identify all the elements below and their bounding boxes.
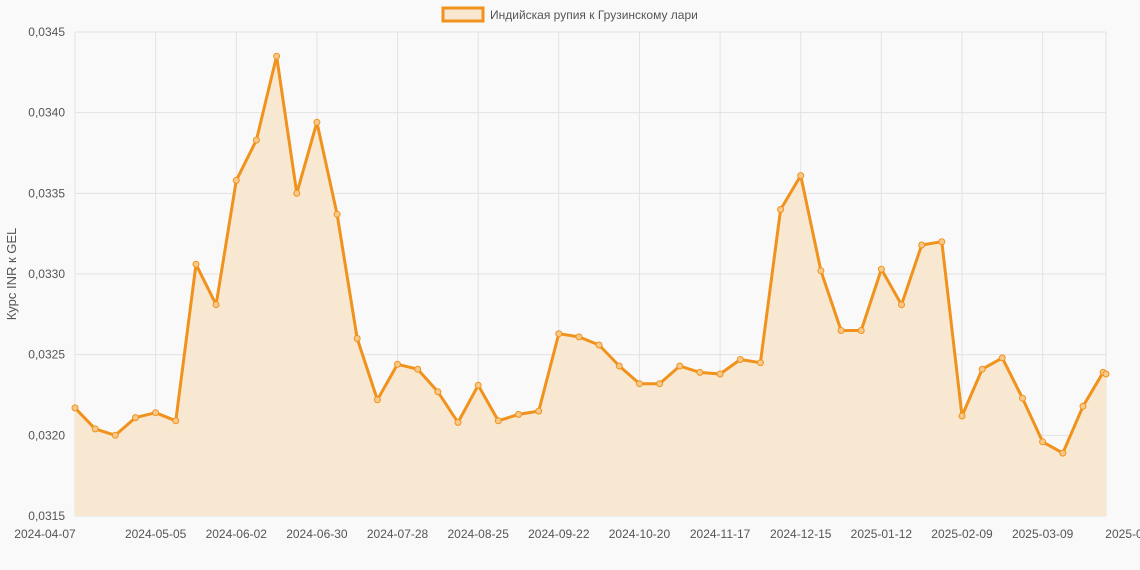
data-point[interactable]	[152, 409, 160, 417]
y-axis-title: Курс INR к GEL	[4, 228, 19, 321]
x-tick-label: 2024-11-17	[690, 527, 751, 541]
x-tick-label: 2024-07-28	[367, 527, 429, 541]
data-point[interactable]	[333, 210, 341, 218]
series-points	[71, 52, 1110, 457]
x-tick-label: 2024-06-02	[206, 527, 268, 541]
data-point[interactable]	[656, 380, 664, 388]
x-tick-label: 2025-01-12	[851, 527, 913, 541]
legend-label: Индийская рупия к Грузинскому лари	[490, 8, 698, 22]
y-tick-label: 0,0315	[28, 509, 65, 523]
data-point[interactable]	[877, 265, 885, 273]
data-point[interactable]	[676, 362, 684, 370]
data-point[interactable]	[212, 301, 220, 309]
data-point[interactable]	[857, 327, 865, 334]
data-point[interactable]	[898, 301, 905, 309]
y-tick-label: 0,0340	[28, 106, 65, 120]
data-point[interactable]	[373, 396, 381, 404]
x-tick-label: 2025-03-31	[1105, 527, 1140, 541]
x-tick-label: 2024-09-22	[528, 527, 590, 541]
data-point[interactable]	[777, 206, 785, 213]
legend[interactable]: Индийская рупия к Грузинскому лари	[441, 6, 698, 23]
y-tick-label: 0,0320	[28, 428, 65, 442]
data-point[interactable]	[837, 327, 845, 334]
data-point[interactable]	[293, 189, 301, 197]
data-point[interactable]	[817, 267, 825, 275]
data-point[interactable]	[232, 176, 240, 184]
data-point[interactable]	[797, 172, 805, 180]
data-point[interactable]	[192, 260, 200, 268]
data-point[interactable]	[938, 238, 946, 246]
data-point[interactable]	[716, 370, 724, 378]
x-tick-label: 2024-06-30	[286, 527, 348, 541]
data-point[interactable]	[756, 359, 764, 367]
data-point[interactable]	[595, 341, 603, 349]
data-point[interactable]	[414, 365, 422, 373]
y-tick-label: 0,0325	[28, 348, 65, 362]
series-area	[75, 56, 1106, 516]
data-point[interactable]	[91, 425, 99, 433]
y-tick-label: 0,0330	[28, 267, 65, 281]
x-tick-label: 2024-04-07	[14, 527, 76, 541]
data-point[interactable]	[494, 417, 502, 425]
data-point[interactable]	[1079, 402, 1087, 410]
data-point[interactable]	[1039, 438, 1047, 446]
data-point[interactable]	[172, 417, 180, 425]
x-tick-label: 2024-10-20	[609, 527, 671, 541]
x-tick-label: 2025-02-09	[931, 527, 993, 541]
y-tick-label: 0,0335	[28, 186, 65, 200]
x-tick-label: 2024-05-05	[125, 527, 187, 541]
data-point[interactable]	[1102, 370, 1110, 378]
data-point[interactable]	[252, 136, 260, 144]
data-point[interactable]	[958, 412, 966, 420]
data-point[interactable]	[132, 414, 139, 422]
data-point[interactable]	[575, 333, 583, 341]
data-point[interactable]	[71, 404, 79, 412]
data-point[interactable]	[555, 330, 563, 338]
data-point[interactable]	[1059, 449, 1067, 457]
x-tick-label: 2025-03-09	[1012, 527, 1074, 541]
data-point[interactable]	[615, 362, 623, 370]
data-point[interactable]	[515, 410, 522, 418]
area-fill	[75, 56, 1106, 516]
data-point[interactable]	[736, 356, 744, 363]
data-point[interactable]	[998, 354, 1006, 362]
data-point[interactable]	[273, 52, 281, 60]
x-tick-label: 2024-12-15	[770, 527, 832, 541]
data-point[interactable]	[434, 388, 442, 396]
data-point[interactable]	[454, 418, 462, 426]
data-point[interactable]	[918, 241, 926, 249]
y-axis-ticks: 0,0315 0,0320 0,0325 0,0330 0,0335 0,0340 0,03…	[28, 25, 65, 523]
data-point[interactable]	[353, 335, 361, 342]
data-point[interactable]	[696, 368, 704, 376]
data-point[interactable]	[636, 380, 643, 388]
data-point[interactable]	[535, 407, 543, 415]
data-point[interactable]	[111, 431, 119, 439]
data-point[interactable]	[394, 360, 401, 368]
legend-swatch	[441, 6, 485, 23]
data-point[interactable]	[978, 365, 986, 373]
y-tick-label: 0,0345	[28, 25, 65, 39]
data-point[interactable]	[313, 118, 321, 126]
data-point[interactable]	[474, 381, 482, 389]
x-tick-label: 2024-08-25	[447, 527, 509, 541]
data-point[interactable]	[1019, 394, 1026, 402]
x-axis-ticks: 2024-04-07 2024-05-05 2024-06-02 2024-06-30…	[14, 527, 1140, 541]
